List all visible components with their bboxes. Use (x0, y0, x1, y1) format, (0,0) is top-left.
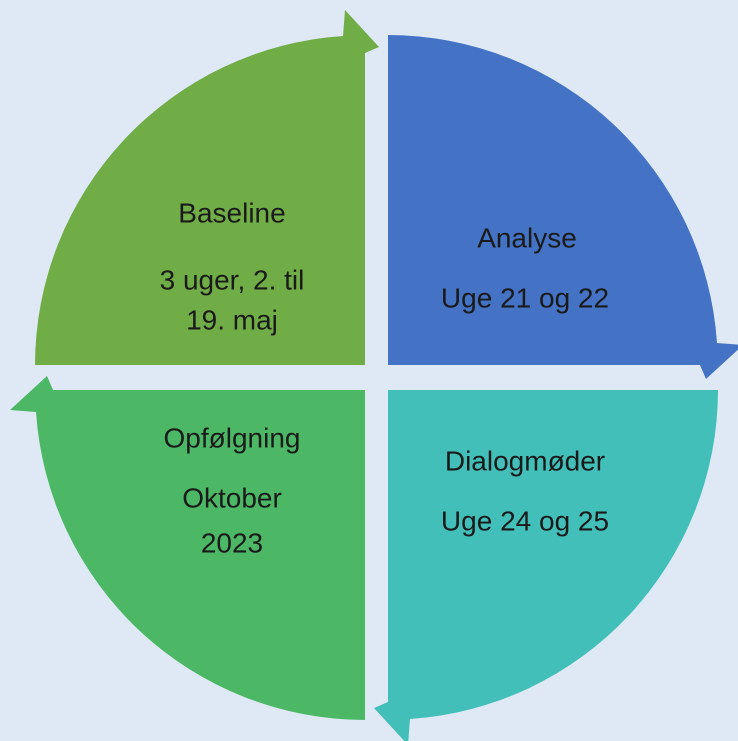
node-title: Opfølgning (164, 422, 301, 453)
node-title: Baseline (178, 197, 285, 228)
labels: Baseline 3 uger, 2. til 19. maj Analyse Uge … (160, 197, 609, 558)
node-text: Uge 21 og 22 (441, 282, 609, 313)
node-text: Uge 24 og 25 (441, 505, 609, 536)
node-text: 19. maj (186, 304, 278, 335)
node-text: 3 uger, 2. til (160, 264, 305, 295)
node-title: Dialogmøder (445, 445, 605, 476)
node-text: 2023 (201, 527, 263, 558)
node-text: Oktober (182, 482, 282, 513)
node-title: Analyse (477, 222, 577, 253)
